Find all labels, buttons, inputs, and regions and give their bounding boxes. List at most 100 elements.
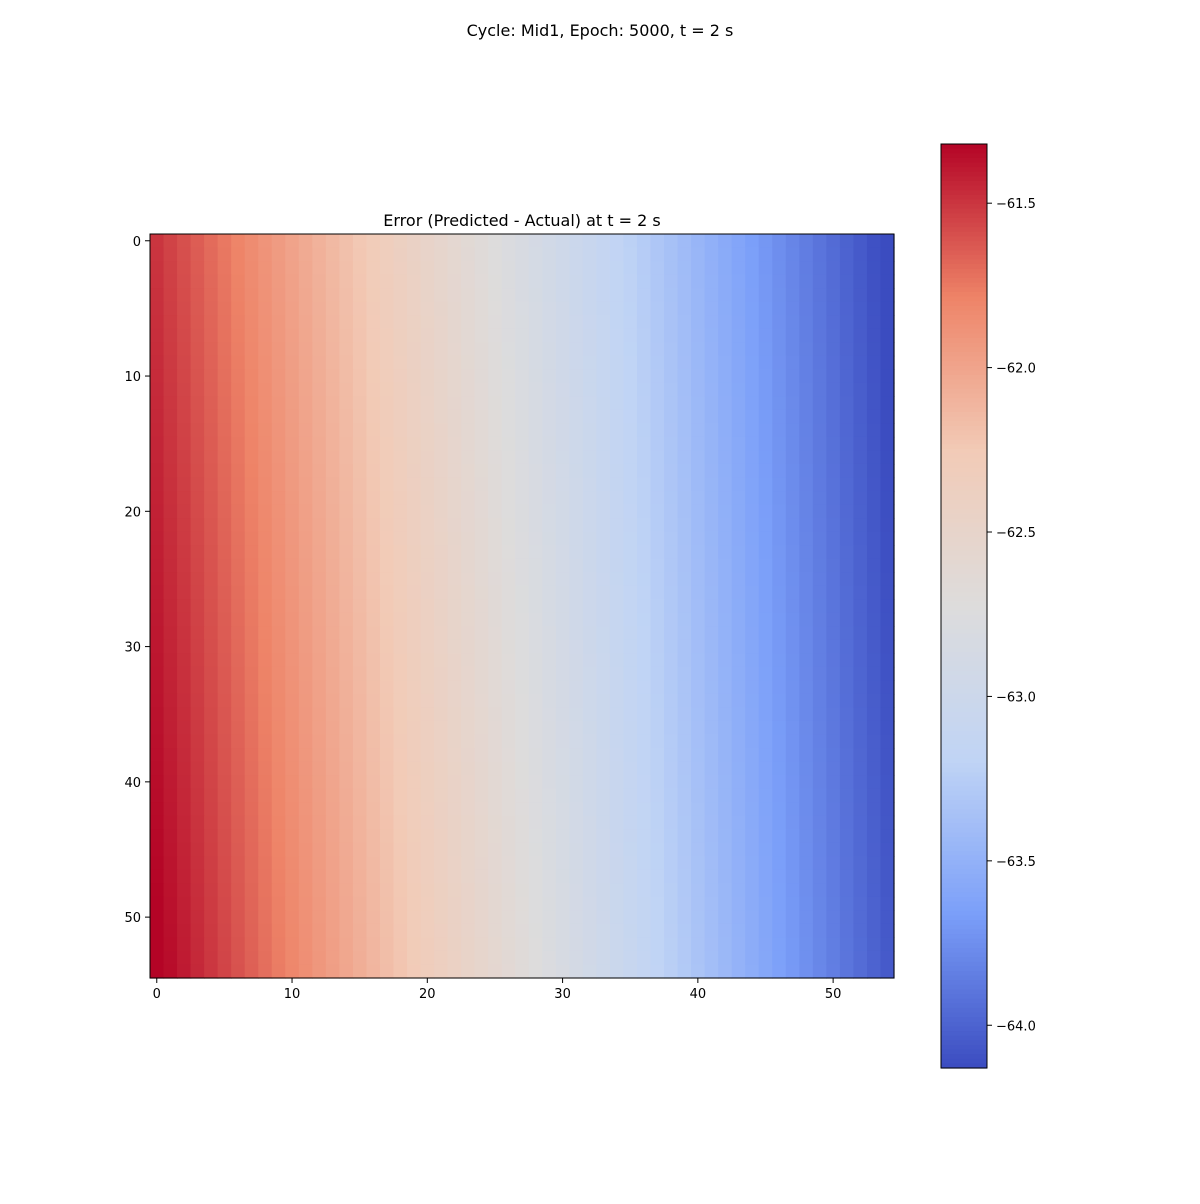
heatmap-cell bbox=[826, 707, 841, 722]
heatmap-cell bbox=[866, 274, 882, 289]
heatmap-cell bbox=[501, 477, 516, 492]
heatmap-cell bbox=[325, 626, 340, 641]
heatmap-cell bbox=[474, 342, 489, 357]
heatmap-cell bbox=[691, 477, 706, 492]
heatmap-cell bbox=[839, 450, 855, 465]
heatmap-cell bbox=[569, 396, 584, 411]
heatmap-cell bbox=[582, 950, 597, 966]
heatmap-cell bbox=[150, 842, 165, 857]
heatmap-cell bbox=[434, 531, 449, 546]
heatmap-cell bbox=[352, 558, 368, 573]
heatmap-cell bbox=[515, 585, 530, 600]
heatmap-cell bbox=[177, 328, 192, 343]
heatmap-cell bbox=[555, 450, 570, 465]
heatmap-cell bbox=[298, 382, 313, 397]
heatmap-cell bbox=[271, 301, 286, 316]
heatmap-cell bbox=[880, 247, 895, 262]
colorbar-tick-label: −62.0 bbox=[996, 362, 1036, 377]
colorbar-segment bbox=[941, 642, 987, 649]
heatmap-cell bbox=[582, 666, 597, 681]
heatmap-cell bbox=[515, 883, 530, 898]
heatmap-cell bbox=[866, 964, 882, 979]
heatmap-cell bbox=[664, 369, 679, 384]
heatmap-cell bbox=[731, 815, 746, 830]
heatmap-cell bbox=[677, 842, 692, 857]
heatmap-cell bbox=[528, 491, 543, 506]
heatmap-cell bbox=[231, 680, 246, 695]
heatmap-cell bbox=[853, 261, 868, 276]
heatmap-cell bbox=[745, 761, 760, 776]
heatmap-cell bbox=[312, 450, 327, 465]
heatmap-cell bbox=[812, 261, 827, 276]
heatmap-cell bbox=[150, 423, 165, 438]
heatmap-cell bbox=[609, 572, 625, 587]
heatmap-cell bbox=[407, 883, 422, 898]
heatmap-cell bbox=[528, 950, 543, 966]
heatmap-cell bbox=[812, 693, 827, 709]
heatmap-cell bbox=[636, 531, 652, 546]
heatmap-cell bbox=[650, 734, 665, 749]
heatmap-cell bbox=[407, 707, 422, 722]
heatmap-cell bbox=[636, 288, 652, 303]
heatmap-cell bbox=[407, 234, 422, 249]
heatmap-cell bbox=[636, 423, 652, 438]
heatmap-cell bbox=[163, 829, 178, 844]
heatmap-cell bbox=[163, 585, 178, 600]
heatmap-cell bbox=[366, 788, 381, 803]
heatmap-cell bbox=[542, 680, 557, 695]
heatmap-cell bbox=[325, 856, 340, 871]
heatmap-cell bbox=[312, 707, 327, 722]
heatmap-cell bbox=[339, 328, 354, 343]
heatmap-cell bbox=[650, 572, 665, 587]
heatmap-cell bbox=[190, 396, 205, 411]
heatmap-cell bbox=[204, 342, 219, 357]
heatmap-cell bbox=[204, 423, 219, 438]
heatmap-cell bbox=[542, 315, 557, 330]
heatmap-cell bbox=[596, 626, 611, 641]
heatmap-cell bbox=[339, 666, 354, 681]
heatmap-cell bbox=[285, 288, 300, 303]
heatmap-cell bbox=[758, 910, 773, 925]
heatmap-cell bbox=[636, 436, 652, 452]
heatmap-cell bbox=[745, 288, 760, 303]
colorbar-segment bbox=[941, 633, 987, 639]
heatmap-cell bbox=[582, 315, 597, 330]
heatmap-cell bbox=[434, 896, 449, 911]
heatmap-cell bbox=[285, 923, 300, 939]
heatmap-cell bbox=[352, 883, 368, 898]
heatmap-cell bbox=[515, 531, 530, 546]
heatmap-cell bbox=[434, 883, 449, 898]
colorbar-segment bbox=[941, 365, 987, 371]
heatmap-cell bbox=[785, 342, 800, 357]
heatmap-cell bbox=[244, 653, 259, 668]
heatmap-cell bbox=[582, 680, 597, 695]
colorbar-segment bbox=[941, 915, 987, 921]
heatmap-cell bbox=[488, 599, 503, 614]
heatmap-cell bbox=[339, 693, 354, 709]
heatmap-cell bbox=[298, 680, 313, 695]
heatmap-cell bbox=[609, 910, 625, 925]
colorbar-segment bbox=[941, 411, 987, 418]
heatmap-cell bbox=[488, 910, 503, 925]
heatmap-cell bbox=[312, 463, 327, 479]
heatmap-cell bbox=[623, 815, 638, 830]
heatmap-cell bbox=[731, 369, 746, 384]
heatmap-cell bbox=[150, 382, 165, 397]
heatmap-cell bbox=[258, 734, 273, 749]
heatmap-cell bbox=[718, 585, 733, 600]
heatmap-cell bbox=[799, 815, 814, 830]
heatmap-cell bbox=[339, 896, 354, 911]
heatmap-cell bbox=[664, 423, 679, 438]
heatmap-cell bbox=[285, 531, 300, 546]
heatmap-cell bbox=[420, 707, 435, 722]
heatmap-cell bbox=[312, 748, 327, 763]
heatmap-cell bbox=[623, 301, 638, 316]
heatmap-cell bbox=[407, 720, 422, 736]
heatmap-cell bbox=[339, 856, 354, 871]
heatmap-cell bbox=[244, 463, 259, 479]
heatmap-cell bbox=[555, 301, 570, 316]
heatmap-cell bbox=[691, 788, 706, 803]
heatmap-cell bbox=[447, 720, 462, 736]
heatmap-cell bbox=[731, 477, 746, 492]
